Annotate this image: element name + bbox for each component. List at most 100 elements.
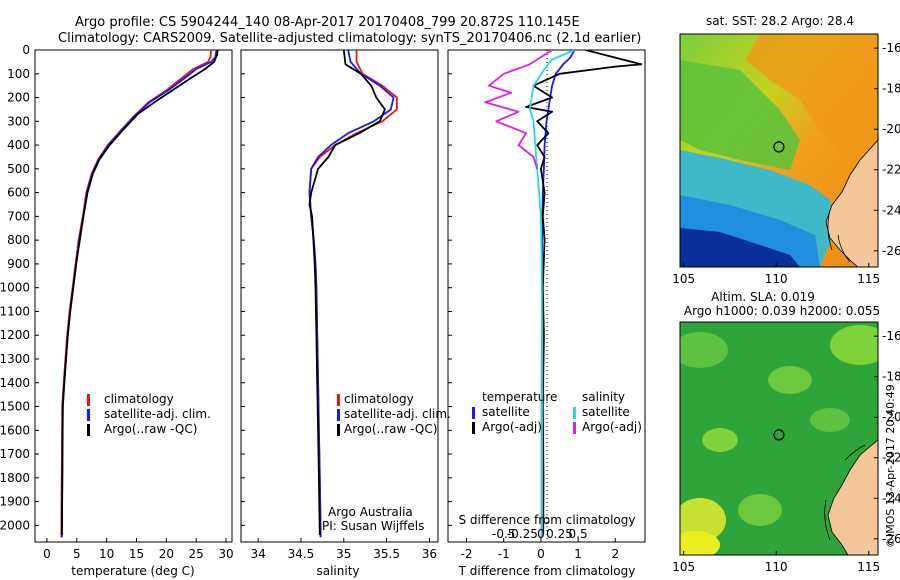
s-difference-axis-label: S difference from climatology [459, 513, 636, 527]
sla-blob [680, 332, 728, 368]
map-x-tick-label: 105 [672, 560, 695, 574]
x2-tick-label: 0.5 [569, 527, 588, 541]
legend-title-salinity: salinity [582, 390, 625, 404]
legend-label-temp-satellite: satellite [482, 405, 530, 419]
depth-tick-label: 400 [7, 138, 30, 152]
legend-swatch-argo [87, 424, 90, 436]
sla-land [827, 439, 878, 555]
map-y-tick-label: -20 [882, 122, 900, 136]
x-tick-label: 20 [159, 547, 174, 561]
map-x-tick-label: 110 [765, 272, 788, 286]
x-tick-label: 35.5 [373, 547, 400, 561]
difference-plot [484, 50, 643, 542]
legend-label-sal-argo: Argo(-adj) [582, 420, 642, 434]
x2-tick-label: -0.25 [507, 527, 538, 541]
sla-blob [810, 408, 850, 432]
series-line-temperature-argo-adj- [525, 50, 643, 535]
depth-tick-label: 1900 [0, 495, 30, 509]
x-tick-label: 1 [574, 547, 582, 561]
depth-tick-label: 1600 [0, 423, 30, 437]
map-y-tick-label: -24 [882, 491, 900, 505]
legend-swatch-satellite [337, 409, 340, 421]
map-x-tick-label: 110 [765, 560, 788, 574]
x2-tick-label: -0.5 [492, 527, 515, 541]
temperature-x-axis: 0 5 10 15 20 25 30 [43, 538, 234, 561]
depth-tick-label: 1000 [0, 281, 30, 295]
depth-tick-label: 1100 [0, 304, 30, 318]
sla-blob [702, 428, 738, 452]
credit-pi: PI: Susan Wijffels [322, 519, 424, 533]
depth-tick-label: 1200 [0, 328, 30, 342]
legend-title-temperature: temperature [482, 390, 557, 404]
sla-blob [738, 494, 782, 526]
sla-blob [830, 325, 878, 365]
x-tick-label: 5 [73, 547, 81, 561]
sla-map-subtitle: Argo h1000: 0.039 h2000: 0.055 [684, 304, 880, 318]
depth-tick-label: 700 [7, 209, 30, 223]
sla-coastline-detail [824, 444, 866, 541]
temperature-legend: climatology satellite-adj. clim. Argo(..… [87, 392, 211, 436]
x-tick-label: 0 [43, 547, 51, 561]
depth-tick-label: 1400 [0, 376, 30, 390]
map-y-tick-label: -20 [882, 410, 900, 424]
legend-swatch-climatology [337, 394, 340, 406]
sla-argo-marker [773, 429, 785, 441]
series-line-salinity-argo-adj- [484, 50, 553, 170]
depth-tick-label: 100 [7, 67, 30, 81]
x2-tick-label: 0 [537, 527, 545, 541]
title-line-2: Climatology: CARS2009. Satellite-adjuste… [58, 31, 641, 46]
legend-label-satellite: satellite-adj. clim. [104, 407, 211, 421]
series-line-climatology [60, 50, 212, 538]
depth-tick-label: 800 [7, 233, 30, 247]
sla-blob [680, 531, 720, 555]
series-line-satellite-adj-clim- [61, 50, 218, 538]
depth-tick-label: 1800 [0, 471, 30, 485]
depth-tick-label: 200 [7, 91, 30, 105]
map-x-tick-label: 115 [857, 272, 880, 286]
x2-tick-label: 0.25 [546, 527, 573, 541]
legend-label-temp-argo: Argo(-adj) [482, 420, 542, 434]
sst-map-title: sat. SST: 28.2 Argo: 28.4 [706, 14, 854, 28]
legend-swatch-climatology [87, 394, 90, 406]
sla-map-title: Altim. SLA: 0.019 [711, 290, 815, 304]
series-line-argo-raw-qc- [61, 50, 219, 535]
x-tick-label: 10 [99, 547, 114, 561]
t-difference-axis-label: T difference from climatology [458, 564, 636, 578]
salinity-x-axis: 34 34.5 35 35.5 36 [250, 538, 437, 561]
sst-map-frame [679, 33, 879, 268]
series-line-argo-raw-qc- [308, 50, 386, 535]
x-tick-label: 2 [611, 547, 619, 561]
x-tick-label: 0 [537, 547, 545, 561]
sla-blob [768, 366, 812, 394]
series-line-salinity-satellite [528, 50, 575, 538]
map-y-tick-label: -16 [882, 41, 900, 55]
salinity-axis-label: salinity [316, 564, 359, 578]
map-x-tick-label: 105 [672, 272, 695, 286]
x-tick-label: 35 [336, 547, 351, 561]
depth-tick-label: 1500 [0, 400, 30, 414]
legend-label-satellite: satellite-adj. clim. [344, 407, 451, 421]
salinity-panel [240, 49, 439, 543]
x-tick-label: -2 [461, 547, 473, 561]
legend-swatch-temp-satellite [472, 407, 475, 419]
map-y-tick-label: -26 [882, 532, 900, 546]
depth-tick-label: 600 [7, 186, 30, 200]
difference-x-axis: -2 -1 0 1 2-0.5-0.25 0 0.250.5 [461, 527, 619, 561]
map-x-tick-label: 115 [857, 560, 880, 574]
temperature-panel [34, 49, 233, 543]
title-line-1: Argo profile: CS 5904244_140 08-Apr-2017… [75, 15, 580, 30]
legend-label-argo: Argo(..raw -QC) [104, 422, 197, 436]
depth-tick-label: 300 [7, 114, 30, 128]
depth-tick-label: 0 [22, 43, 30, 57]
sst-green-band [680, 60, 800, 170]
depth-tick-label: 2000 [0, 518, 30, 532]
legend-swatch-temp-argo [472, 422, 475, 434]
salinity-plot [308, 50, 398, 538]
legend-label-sal-satellite: satellite [582, 405, 630, 419]
x-tick-label: -1 [498, 547, 510, 561]
map-y-tick-label: -26 [882, 244, 900, 258]
depth-axis: 0 100 200 300 400 500 600 700 800 900 1000 1100 1200… [0, 43, 452, 532]
legend-label-argo: Argo(..raw -QC) [344, 422, 437, 436]
x-tick-label: 34 [250, 547, 265, 561]
